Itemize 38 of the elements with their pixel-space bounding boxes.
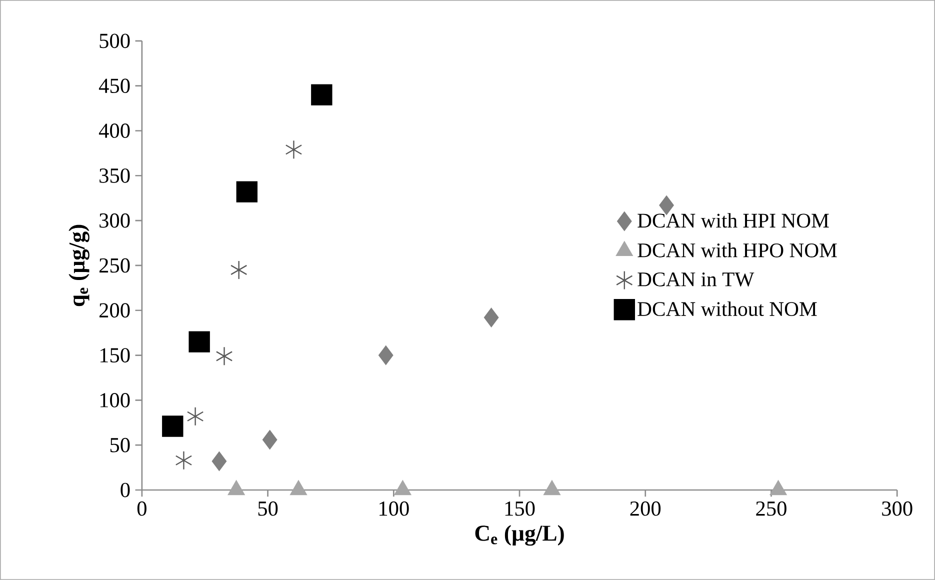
legend-label: DCAN with HPO NOM xyxy=(638,242,837,258)
legend-label: DCAN in TW xyxy=(638,272,754,286)
y-tick-label: 100 xyxy=(100,393,130,408)
point xyxy=(162,416,184,437)
legend-label: DCAN with HPI NOM xyxy=(638,213,829,228)
y-tick-label: 200 xyxy=(99,303,130,318)
y-tick-label: 450 xyxy=(98,78,130,94)
x-tick-label: 0 xyxy=(137,501,146,516)
point xyxy=(311,84,332,106)
point xyxy=(378,346,394,365)
x-tick-label: 50 xyxy=(258,501,278,516)
point xyxy=(262,430,278,450)
x-tick-label: 250 xyxy=(756,501,786,516)
y-tick-label: 350 xyxy=(100,168,130,183)
y-tick-label: 300 xyxy=(100,213,130,228)
point xyxy=(230,260,248,280)
point xyxy=(175,450,192,470)
y-tick-label: 250 xyxy=(99,258,130,273)
x-axis-title: C$_{e}$ (µg/L) xyxy=(475,524,564,546)
x-tick-label: 150 xyxy=(505,501,535,516)
point xyxy=(484,308,499,328)
point xyxy=(236,181,258,202)
point xyxy=(285,140,302,160)
y-tick-label: 400 xyxy=(98,124,130,138)
y-tick-label: 500 xyxy=(100,34,130,48)
y-tick-label: 50 xyxy=(110,438,130,452)
point xyxy=(659,196,674,215)
y-axis-title: q$_{e}$ (µg/g) xyxy=(68,224,90,306)
y-tick-label: 0 xyxy=(120,482,130,498)
x-tick-label: 300 xyxy=(882,501,912,516)
legend-label: DCAN without NOM xyxy=(638,302,817,316)
x-tick-label: 200 xyxy=(630,501,661,516)
point xyxy=(188,331,210,352)
y-tick-label: 150 xyxy=(100,348,130,363)
point xyxy=(186,406,204,426)
point xyxy=(212,452,227,471)
point xyxy=(216,346,233,366)
x-tick-label: 100 xyxy=(380,501,409,516)
